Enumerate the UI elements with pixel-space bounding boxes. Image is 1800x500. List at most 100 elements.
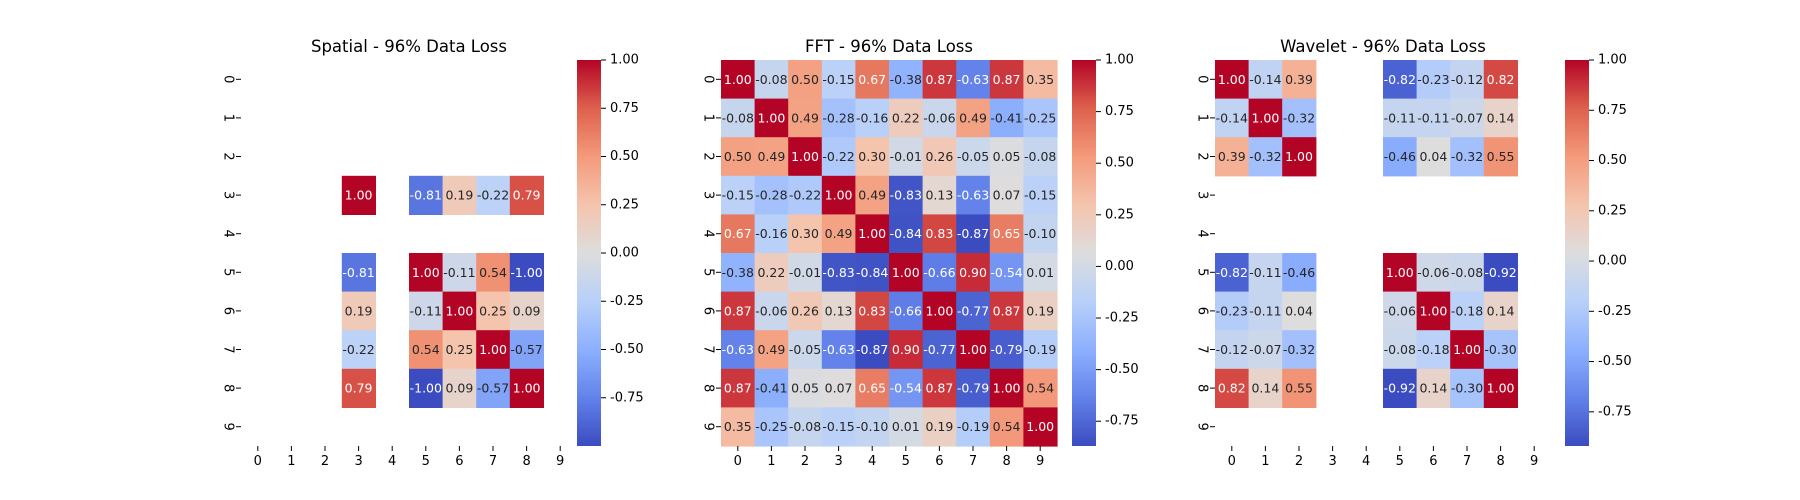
cell-value-label: 1.00 bbox=[479, 342, 507, 357]
cell-value-label: 0.87 bbox=[925, 72, 953, 87]
x-tick-label: 0 bbox=[254, 454, 262, 469]
heatmap-panel-2: 1.00 -0.14 0.39 -0.82 -0.23 -0.12 0.82-0.14 1.0… bbox=[1195, 37, 1632, 469]
heatmap-cell bbox=[341, 291, 376, 331]
cell-value-label: 0.39 bbox=[1218, 149, 1246, 164]
heatmap-cell bbox=[1483, 137, 1518, 177]
heatmap-cell bbox=[922, 98, 957, 138]
cell-value-label: -0.82 bbox=[1384, 72, 1416, 87]
heatmap-cell bbox=[788, 291, 823, 331]
cell-value-label: -0.11 bbox=[1249, 303, 1281, 318]
y-tick-label: 8 bbox=[701, 384, 716, 392]
cell-value-label: -0.06 bbox=[1384, 303, 1416, 318]
heatmap-cell bbox=[721, 175, 756, 215]
heatmap-cell bbox=[1450, 137, 1485, 177]
cell-value-label: -0.11 bbox=[1249, 265, 1281, 280]
cell-value-label: 1.00 bbox=[345, 188, 373, 203]
cell-value-label: 0.65 bbox=[993, 226, 1021, 241]
heatmap-cell bbox=[341, 368, 376, 408]
cell-value-label: 0.07 bbox=[825, 381, 853, 396]
cell-value-label: -0.79 bbox=[957, 381, 989, 396]
cell-value-label: 0.19 bbox=[445, 188, 473, 203]
heatmap-cell bbox=[509, 291, 544, 331]
heatmap-cell bbox=[821, 291, 856, 331]
heatmap-cell bbox=[956, 175, 991, 215]
heatmap-cell bbox=[509, 368, 544, 408]
cell-value-label: -0.32 bbox=[1451, 149, 1483, 164]
cell-value-label: 0.49 bbox=[858, 188, 886, 203]
cell-value-label: -0.11 bbox=[410, 303, 442, 318]
cell-value-label: -0.77 bbox=[923, 342, 955, 357]
cell-value-label: -0.63 bbox=[957, 72, 989, 87]
colorbar-tick-label: 0.00 bbox=[1105, 259, 1134, 274]
heatmap-cell bbox=[476, 330, 511, 370]
x-tick-label: 2 bbox=[1295, 454, 1303, 469]
heatmap-cell bbox=[1215, 98, 1250, 138]
x-tick-label: 1 bbox=[287, 454, 295, 469]
colorbar-tick-label: 1.00 bbox=[1598, 53, 1627, 68]
heatmap-cell bbox=[956, 214, 991, 254]
cell-value-label: 1.00 bbox=[993, 381, 1021, 396]
colorbar bbox=[577, 60, 601, 446]
colorbar-tick-label: 0.50 bbox=[1105, 156, 1134, 171]
y-tick-label: 9 bbox=[701, 423, 716, 431]
cell-value-label: 1.00 bbox=[1453, 342, 1481, 357]
heatmap-cell bbox=[721, 407, 756, 447]
y-tick-label: 0 bbox=[701, 75, 716, 83]
heatmap-cell bbox=[1383, 137, 1418, 177]
x-tick-label: 7 bbox=[489, 454, 497, 469]
cell-value-label: -0.19 bbox=[1024, 342, 1056, 357]
cell-value-label: 0.19 bbox=[1026, 303, 1054, 318]
heatmap-cell bbox=[1282, 137, 1317, 177]
heatmap-cell bbox=[956, 137, 991, 177]
heatmap-cell bbox=[1215, 368, 1250, 408]
x-tick-label: 8 bbox=[1496, 454, 1504, 469]
cell-value-label: 1.00 bbox=[412, 265, 440, 280]
x-tick-label: 1 bbox=[1261, 454, 1269, 469]
heatmap-cell bbox=[821, 214, 856, 254]
heatmap-cell bbox=[1450, 60, 1485, 100]
heatmap-cell bbox=[1248, 98, 1283, 138]
cell-value-label: -0.83 bbox=[822, 265, 854, 280]
cell-value-label: -0.08 bbox=[722, 110, 754, 125]
y-tick-label: 7 bbox=[1195, 345, 1210, 353]
cell-value-label: -0.41 bbox=[755, 381, 787, 396]
cell-value-label: 0.09 bbox=[513, 303, 541, 318]
cell-value-label: 0.79 bbox=[513, 188, 541, 203]
x-tick-label: 8 bbox=[522, 454, 530, 469]
cell-value-label: 0.87 bbox=[724, 381, 752, 396]
heatmap-cell bbox=[989, 368, 1024, 408]
cell-value-label: 0.90 bbox=[959, 265, 987, 280]
cell-value-label: 1.00 bbox=[1419, 303, 1447, 318]
x-tick-label: 5 bbox=[1396, 454, 1404, 469]
cell-value-label: -1.00 bbox=[510, 265, 542, 280]
cell-value-label: 0.87 bbox=[993, 72, 1021, 87]
cell-value-label: 0.67 bbox=[858, 72, 886, 87]
heatmap-cell bbox=[509, 253, 544, 293]
cell-value-label: -0.19 bbox=[957, 419, 989, 434]
cell-value-label: 0.14 bbox=[1251, 381, 1279, 396]
y-tick-label: 1 bbox=[221, 114, 236, 122]
x-tick-label: 0 bbox=[734, 454, 742, 469]
heatmap-cell bbox=[476, 291, 511, 331]
cell-value-label: 1.00 bbox=[1285, 149, 1313, 164]
cell-value-label: -0.82 bbox=[1216, 265, 1248, 280]
cell-value-label: -0.08 bbox=[755, 72, 787, 87]
cell-value-label: 1.00 bbox=[1251, 110, 1279, 125]
cell-value-label: 0.67 bbox=[724, 226, 752, 241]
cell-value-label: -0.30 bbox=[1451, 381, 1483, 396]
heatmap-panel-0: 1.00 -0.81 0.19 -0.22 0.79-0.81 1.00 -0.11 0.54… bbox=[221, 37, 644, 469]
colorbar-tick-label: 0.25 bbox=[610, 197, 639, 212]
cell-value-label: -0.77 bbox=[957, 303, 989, 318]
heatmap-cell bbox=[956, 253, 991, 293]
cell-value-label: 0.49 bbox=[959, 110, 987, 125]
heatmap-cell bbox=[1215, 137, 1250, 177]
y-tick-label: 2 bbox=[1195, 152, 1210, 160]
heatmap-cell bbox=[922, 137, 957, 177]
y-tick-label: 6 bbox=[1195, 307, 1210, 315]
heatmap-cell bbox=[1416, 98, 1451, 138]
heatmap-cell bbox=[989, 253, 1024, 293]
heatmap-cell bbox=[855, 137, 890, 177]
cell-value-label: -0.10 bbox=[1024, 226, 1056, 241]
heatmap-cell bbox=[989, 137, 1024, 177]
x-tick-label: 3 bbox=[354, 454, 362, 469]
